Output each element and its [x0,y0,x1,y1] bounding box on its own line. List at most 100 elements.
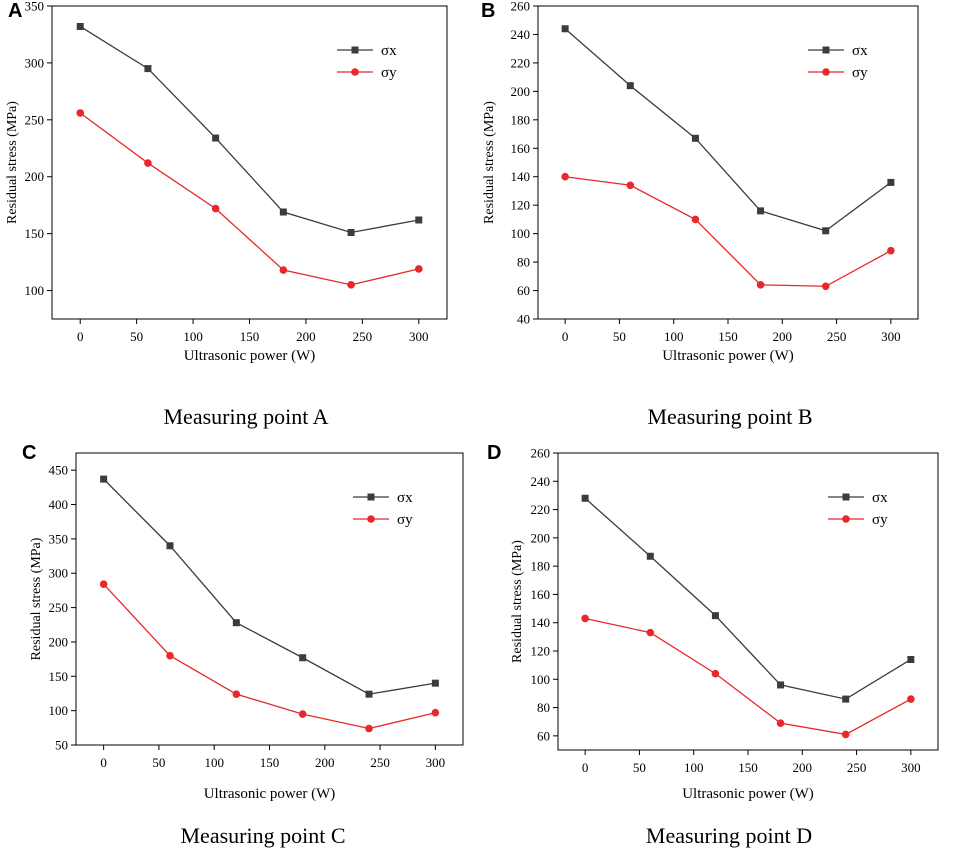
y-tick-label: 100 [49,703,69,718]
y-tick-label: 80 [537,700,550,715]
panel-label: A [8,0,23,22]
chart-svg: 0 50 100 150 200 250 300 40 60 80 100 120 140 160 180 2… [482,0,919,364]
x-tick-label: 200 [793,760,813,775]
series-line-sigma-x [584,497,912,700]
x-axis-label: Ultrasonic power (W) [682,786,814,802]
y-axis-label: Residual stress (MPa) [5,101,20,224]
y-tick-label: 220 [511,55,531,70]
y-tick-label: 250 [25,112,45,127]
y-tick-label: 180 [511,112,531,127]
y-tick-label: 120 [511,198,531,213]
data-point-sigma-x [76,22,84,30]
data-point-sigma-x [907,655,915,663]
panel-label: B [481,0,496,22]
data-point-sigma-y [365,724,373,733]
x-axis-label: Ultrasonic power (W) [204,786,336,802]
data-point-sigma-x [646,552,654,560]
data-point-sigma-y [99,580,108,589]
series-line-sigma-y [103,583,436,730]
data-point-sigma-x [299,654,307,662]
y-axis-label: Residual stress (MPa) [482,101,497,224]
series-line-sigma-x [103,478,436,695]
y-tick-label: 120 [531,644,551,659]
data-point-sigma-x [887,178,895,186]
y-tick-label: 200 [511,84,531,99]
data-point-sigma-x [691,134,699,142]
x-tick-label: 50 [613,329,626,344]
data-point-sigma-y [646,628,655,637]
x-tick-label: 50 [152,755,165,770]
legend-label: σx [852,43,868,59]
chart-svg: 0 50 100 150 200 250 300 60 80 100 120 140 160 180 200… [510,446,939,802]
y-tick-label: 80 [517,255,530,270]
y-tick-label: 200 [531,530,551,545]
y-tick-label: 300 [49,566,69,581]
y-tick-label: 150 [49,669,69,684]
data-point-sigma-y [776,719,785,727]
x-tick-label: 300 [409,329,429,344]
legend-label: σy [397,512,413,528]
x-tick-label: 100 [204,755,224,770]
data-point-sigma-y [431,708,440,717]
data-point-sigma-y [711,669,720,678]
series-line-sigma-x [79,25,419,234]
y-tick-label: 160 [511,141,531,156]
data-point-sigma-y [166,651,174,660]
legend-label: σy [872,512,888,528]
y-tick-label: 200 [25,169,45,184]
data-point-sigma-x [279,208,287,216]
data-point-sigma-y [76,109,85,117]
data-point-sigma-y [821,282,830,291]
legend-label: σx [397,490,413,506]
y-tick-label: 60 [517,283,530,298]
legend-marker [351,46,359,54]
chart-caption: Measuring point A [163,404,329,429]
legend-label: σy [381,65,397,81]
data-point-sigma-x [212,134,220,142]
data-point-sigma-x [365,690,373,698]
data-point-sigma-x [144,65,152,73]
series-line-sigma-y [79,112,419,286]
x-tick-label: 50 [633,760,646,775]
data-point-sigma-x [777,681,785,689]
x-tick-label: 200 [296,329,316,344]
y-tick-label: 350 [49,531,69,546]
y-axis-label: Residual stress (MPa) [29,537,44,660]
x-tick-label: 200 [315,755,335,770]
x-tick-label: 0 [582,760,589,775]
y-tick-label: 260 [531,446,551,461]
x-tick-label: 300 [901,760,921,775]
chart-panel-d: D 0 50 100 150 200 250 300 60 80 100 120 140 160 180 2… [481,440,962,855]
data-point-sigma-y [279,266,288,274]
chart-caption: Measuring point D [645,823,813,848]
panel-label: D [487,442,502,464]
data-point-sigma-x [561,25,569,33]
data-point-sigma-x [232,619,240,627]
series-line-sigma-x [564,28,892,232]
chart-panel-c: C 0 50 100 150 200 250 300 50 100 150 200 250 300 350… [0,440,481,855]
chart-panel-a: A 0 50 100 150 200 250 300 100 150 200 250 300 350 Ul… [0,0,481,440]
data-point-sigma-x [757,207,765,215]
x-tick-label: 100 [684,760,704,775]
chart-svg: 0 50 100 150 200 250 300 50 100 150 200 250 300 350 40… [29,452,464,802]
data-point-sigma-x [431,679,439,687]
data-point-sigma-x [822,227,830,235]
legend-marker [842,493,850,501]
series-line-sigma-y [585,617,912,736]
data-point-sigma-y [691,215,700,224]
x-tick-label: 150 [240,329,260,344]
y-tick-label: 160 [531,587,551,602]
x-tick-label: 100 [183,329,203,344]
y-tick-label: 240 [531,474,551,489]
chart-caption: Measuring point C [180,823,346,848]
data-point-sigma-x [581,494,589,502]
x-tick-label: 150 [260,755,280,770]
y-tick-label: 350 [25,0,45,14]
data-point-sigma-x [842,695,850,703]
data-point-sigma-x [166,542,174,550]
x-tick-label: 0 [562,329,569,344]
x-tick-label: 100 [664,329,684,344]
legend-label: σx [381,43,397,59]
y-tick-label: 400 [49,497,69,512]
data-point-sigma-y [144,159,152,167]
